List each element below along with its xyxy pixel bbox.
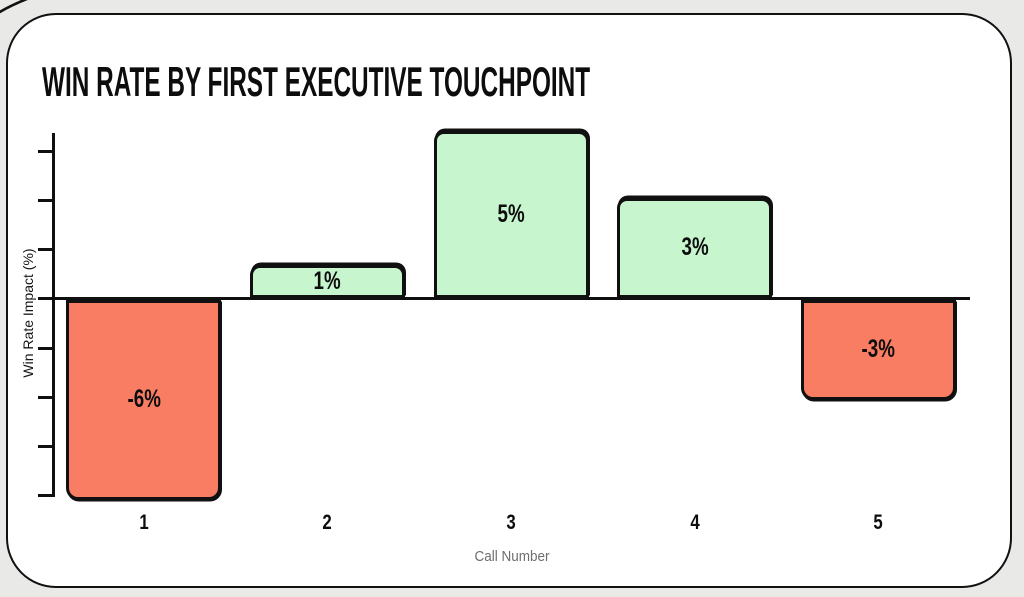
bar-value-label: -6% (127, 385, 161, 414)
y-axis-tick (38, 297, 53, 301)
bar-value-label: 5% (497, 200, 525, 228)
y-axis-tick (38, 199, 53, 203)
y-axis-tick (38, 395, 53, 399)
y-axis-tick (38, 346, 53, 350)
bar-positive: 1% (249, 264, 405, 298)
bar-value-label: 3% (681, 233, 709, 262)
y-axis-line (52, 133, 55, 497)
x-axis-label: Call Number (474, 548, 550, 565)
bar-negative: -3% (800, 299, 956, 400)
x-tick-label: 4 (689, 511, 700, 534)
y-axis-tick (38, 248, 53, 252)
x-tick-label: 2 (322, 511, 333, 534)
bar-value-label: 1% (313, 266, 341, 295)
bar-positive: 3% (617, 197, 773, 298)
bar-positive: 5% (433, 131, 589, 298)
x-tick-label: 5 (873, 511, 883, 534)
zero-baseline (52, 296, 970, 300)
y-axis-tick (38, 150, 53, 153)
x-tick-label: 3 (506, 511, 516, 534)
chart-title: WIN RATE BY FIRST EXECUTIVE TOUCHPOINT (42, 58, 591, 105)
bar-value-label: -3% (861, 335, 895, 364)
y-axis-tick (38, 444, 53, 448)
y-axis-label: Win Rate Impact (%) (20, 248, 36, 378)
bar-negative: -6% (66, 299, 222, 500)
y-axis-tick (38, 494, 53, 497)
x-axis-tick-labels: 1 2 3 4 5 (52, 511, 970, 535)
cropped-frame-corner-stroke (0, 0, 28, 14)
plot-area: -6% 1% 5% 3% -3% (38, 131, 970, 500)
x-tick-label: 1 (139, 511, 149, 534)
